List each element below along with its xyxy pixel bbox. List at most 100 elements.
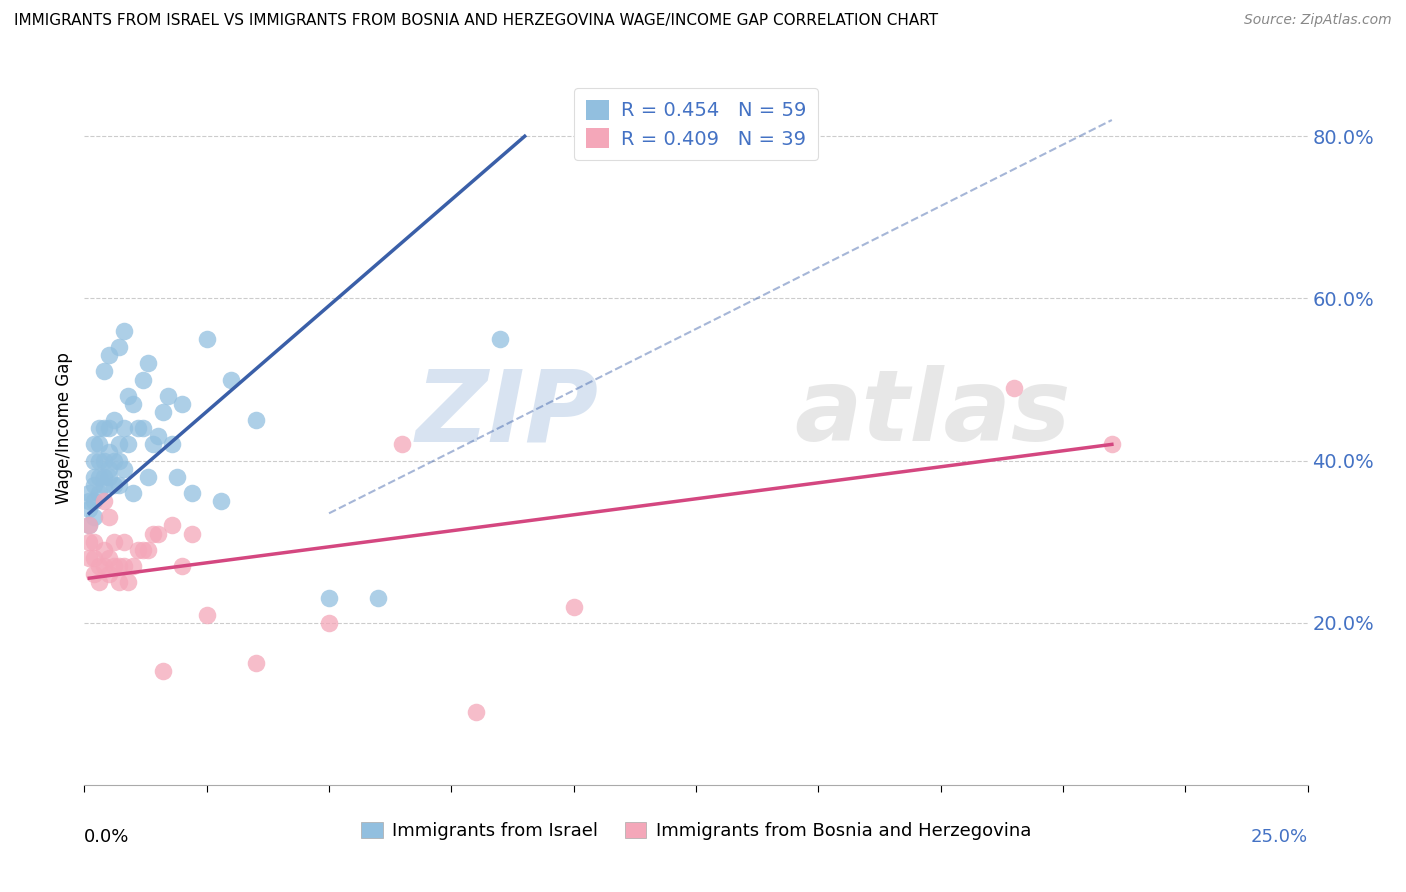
Point — [489, 332, 512, 346]
Point — [127, 421, 149, 435]
Point — [136, 356, 159, 370]
Point — [367, 591, 389, 606]
Point — [77, 518, 100, 533]
Point — [146, 526, 169, 541]
Point — [87, 421, 110, 435]
Point — [132, 542, 155, 557]
Point — [127, 542, 149, 557]
Point — [464, 705, 486, 719]
Point — [562, 599, 585, 614]
Point — [219, 372, 242, 386]
Point — [83, 550, 105, 565]
Point — [172, 559, 194, 574]
Text: Source: ZipAtlas.com: Source: ZipAtlas.com — [1244, 13, 1392, 28]
Point — [77, 518, 100, 533]
Point — [103, 413, 125, 427]
Point — [87, 437, 110, 451]
Point — [87, 559, 110, 574]
Point — [318, 615, 340, 630]
Point — [162, 437, 184, 451]
Point — [87, 486, 110, 500]
Point — [83, 470, 105, 484]
Point — [156, 389, 179, 403]
Point — [93, 453, 115, 467]
Point — [112, 421, 135, 435]
Point — [83, 453, 105, 467]
Point — [87, 575, 110, 590]
Legend: Immigrants from Israel, Immigrants from Bosnia and Herzegovina: Immigrants from Israel, Immigrants from … — [354, 814, 1038, 847]
Text: ZIP: ZIP — [415, 366, 598, 462]
Point — [93, 421, 115, 435]
Point — [83, 567, 105, 582]
Point — [83, 478, 105, 492]
Point — [1002, 381, 1025, 395]
Point — [103, 478, 125, 492]
Point — [245, 657, 267, 671]
Point — [97, 567, 120, 582]
Point — [142, 437, 165, 451]
Point — [1101, 437, 1123, 451]
Point — [181, 486, 204, 500]
Point — [103, 534, 125, 549]
Point — [93, 364, 115, 378]
Point — [195, 332, 218, 346]
Point — [107, 575, 129, 590]
Point — [209, 494, 232, 508]
Point — [107, 559, 129, 574]
Point — [136, 470, 159, 484]
Text: 0.0%: 0.0% — [84, 828, 129, 846]
Point — [93, 478, 115, 492]
Point — [136, 542, 159, 557]
Point — [97, 445, 120, 459]
Point — [112, 461, 135, 475]
Point — [77, 550, 100, 565]
Point — [132, 421, 155, 435]
Point — [152, 405, 174, 419]
Point — [117, 575, 139, 590]
Point — [93, 542, 115, 557]
Point — [83, 510, 105, 524]
Point — [132, 372, 155, 386]
Point — [112, 559, 135, 574]
Point — [83, 437, 105, 451]
Point — [97, 348, 120, 362]
Y-axis label: Wage/Income Gap: Wage/Income Gap — [55, 352, 73, 504]
Point — [245, 413, 267, 427]
Point — [107, 340, 129, 354]
Point — [122, 486, 145, 500]
Point — [166, 470, 188, 484]
Point — [162, 518, 184, 533]
Point — [107, 437, 129, 451]
Point — [142, 526, 165, 541]
Text: 25.0%: 25.0% — [1250, 828, 1308, 846]
Point — [107, 478, 129, 492]
Point — [77, 534, 100, 549]
Point — [97, 550, 120, 565]
Point — [103, 453, 125, 467]
Point — [93, 494, 115, 508]
Point — [195, 607, 218, 622]
Point — [117, 389, 139, 403]
Point — [97, 470, 120, 484]
Point — [97, 461, 120, 475]
Point — [117, 437, 139, 451]
Text: IMMIGRANTS FROM ISRAEL VS IMMIGRANTS FROM BOSNIA AND HERZEGOVINA WAGE/INCOME GAP: IMMIGRANTS FROM ISRAEL VS IMMIGRANTS FRO… — [14, 13, 938, 29]
Point — [93, 470, 115, 484]
Text: atlas: atlas — [794, 366, 1070, 462]
Point — [77, 494, 100, 508]
Point — [122, 397, 145, 411]
Point — [172, 397, 194, 411]
Point — [93, 559, 115, 574]
Point — [77, 486, 100, 500]
Point — [87, 453, 110, 467]
Point — [107, 453, 129, 467]
Point — [112, 534, 135, 549]
Point — [152, 665, 174, 679]
Point — [97, 510, 120, 524]
Point — [97, 421, 120, 435]
Point — [112, 324, 135, 338]
Point — [83, 534, 105, 549]
Point — [391, 437, 413, 451]
Point — [77, 502, 100, 516]
Point — [87, 470, 110, 484]
